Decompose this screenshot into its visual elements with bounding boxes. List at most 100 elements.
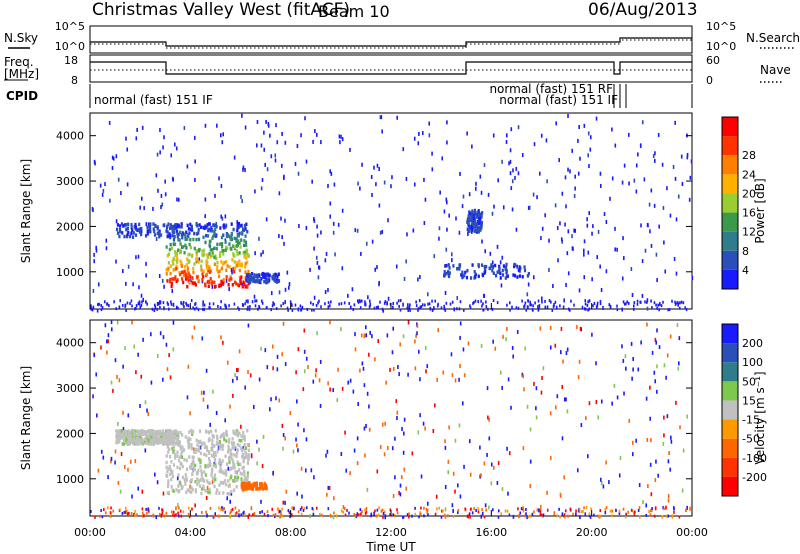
- velocity-scatter-point: [689, 506, 691, 511]
- power-echo-point: [227, 234, 230, 238]
- power-echo-point: [193, 262, 196, 266]
- power-echo-point: [468, 224, 472, 229]
- velocity-scatter-point: [411, 451, 414, 456]
- velocity-scatter-point: [365, 423, 367, 428]
- power-echo-point: [238, 224, 241, 228]
- power-echo-point: [159, 233, 163, 237]
- power-scatter-point: [170, 153, 173, 158]
- velocity-scatter-point: [231, 378, 234, 383]
- power-echo-point: [177, 223, 180, 227]
- velocity-echo-point: [246, 471, 249, 475]
- power-ground-clutter-point: [166, 301, 169, 305]
- power-scatter-point: [574, 186, 576, 191]
- power-scatter-point: [284, 287, 287, 292]
- velocity-scatter-point: [631, 440, 634, 445]
- velocity-scatter-point: [663, 415, 665, 420]
- power-scatter-point: [236, 220, 239, 225]
- velocity-echo-point: [249, 485, 252, 490]
- power-scatter-point: [198, 257, 201, 262]
- power-scatter-point: [628, 132, 630, 137]
- velocity-ground-clutter-point: [525, 512, 527, 516]
- velocity-scatter-point: [102, 455, 105, 460]
- velocity-scatter-point: [510, 405, 512, 410]
- power-echo-point: [523, 268, 527, 273]
- velocity-colorbar-tick: -200: [742, 471, 767, 484]
- velocity-ground-clutter-point: [261, 510, 263, 514]
- velocity-scatter-point: [301, 494, 303, 499]
- velocity-echo-point: [168, 431, 171, 436]
- velocity-ground-clutter-point: [348, 511, 350, 515]
- power-echo-point: [466, 268, 469, 273]
- velocity-ytick-label: 2000: [56, 427, 84, 440]
- power-echo-point: [215, 224, 218, 229]
- power-scatter-point: [509, 159, 512, 164]
- velocity-scatter-point: [226, 496, 229, 501]
- velocity-scatter-point: [264, 348, 267, 353]
- velocity-scatter-point: [205, 495, 208, 500]
- power-echo-point: [122, 224, 125, 228]
- power-scatter-point: [378, 203, 381, 208]
- velocity-scatter-point: [172, 320, 175, 325]
- power-echo-point: [130, 222, 133, 227]
- velocity-scatter-point: [398, 490, 400, 495]
- power-echo-point: [153, 229, 156, 234]
- power-ground-clutter-point: [125, 308, 127, 312]
- velocity-echo-point: [240, 434, 243, 438]
- power-echo-point: [477, 212, 481, 216]
- power-echo-point: [123, 234, 126, 239]
- power-echo-point: [258, 278, 261, 283]
- velocity-ground-clutter-point: [434, 512, 437, 516]
- velocity-scatter-point: [650, 492, 653, 497]
- power-scatter-point: [93, 252, 95, 257]
- power-echo-point: [146, 232, 149, 236]
- power-scatter-point: [616, 247, 618, 252]
- power-echo-point: [190, 254, 194, 258]
- power-scatter-point: [441, 156, 444, 161]
- power-scatter-point: [298, 223, 300, 228]
- power-ground-clutter-point: [529, 303, 531, 307]
- velocity-scatter-point: [325, 492, 328, 497]
- power-ground-clutter-point: [397, 299, 400, 303]
- velocity-echo-point: [189, 428, 193, 433]
- power-echo-point: [174, 250, 177, 254]
- velocity-ground-clutter-point: [376, 508, 379, 512]
- power-echo-point: [468, 216, 471, 220]
- power-scatter-point: [315, 255, 318, 260]
- velocity-echo-point: [188, 455, 191, 459]
- power-scatter-point: [487, 192, 490, 197]
- velocity-scatter-point: [447, 470, 450, 475]
- power-ground-clutter-point: [586, 303, 589, 307]
- power-colorbar-segment: [722, 231, 738, 251]
- power-echo-point: [186, 284, 189, 289]
- power-echo-point: [471, 228, 474, 232]
- velocity-scatter-point: [303, 369, 306, 374]
- velocity-echo-point: [206, 479, 209, 483]
- power-scatter-point: [125, 136, 127, 141]
- power-colorbar-tick: 20: [742, 187, 756, 200]
- power-echo-point: [229, 237, 232, 242]
- velocity-echo-point: [232, 478, 235, 483]
- velocity-scatter-point: [232, 393, 234, 398]
- nsky-line: [90, 37, 692, 47]
- power-ground-clutter-point: [113, 300, 115, 304]
- power-scatter-point: [558, 158, 560, 163]
- velocity-echo-point: [243, 473, 246, 478]
- velocity-scatter-point: [187, 364, 190, 369]
- power-echo-point: [273, 276, 277, 280]
- velocity-echo-point: [172, 489, 175, 493]
- velocity-ground-clutter-point: [175, 513, 177, 517]
- power-ground-clutter-point: [584, 302, 587, 306]
- velocity-ground-clutter-point: [597, 514, 600, 518]
- velocity-scatter-point: [468, 512, 471, 517]
- velocity-scatter-point: [396, 410, 399, 415]
- velocity-ground-clutter-point: [178, 506, 180, 510]
- power-scatter-point: [163, 284, 165, 289]
- velocity-scatter-point: [670, 439, 673, 444]
- velocity-scatter-point: [305, 356, 308, 361]
- power-echo-point: [118, 224, 122, 228]
- velocity-scatter-point: [137, 486, 140, 491]
- power-echo-point: [447, 270, 450, 274]
- power-scatter-point: [177, 197, 180, 202]
- power-echo-point: [242, 228, 246, 232]
- power-scatter-point: [347, 293, 349, 298]
